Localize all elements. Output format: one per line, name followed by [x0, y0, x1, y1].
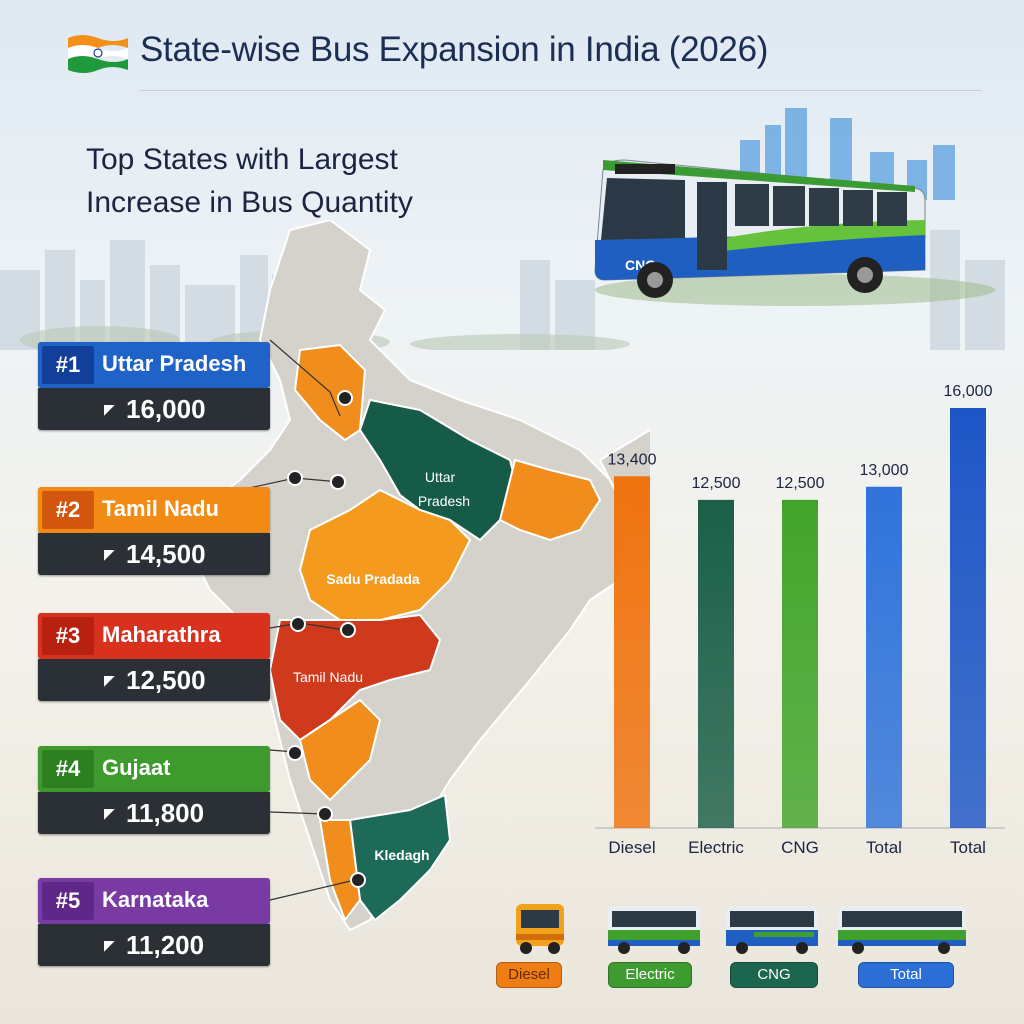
chart-legend: Diesel Electric CNG Total: [490, 890, 990, 1000]
map-label-sadu-pradada: Sadu Pradada: [326, 571, 420, 587]
arrow-icon: ◤: [104, 805, 115, 821]
subtitle-line-1: Top States with Largest: [86, 143, 398, 176]
bus-type-bar-chart: 13,400 Diesel 12,500 Electric 12,500 CNG 13,00…: [595, 383, 1005, 857]
title-divider: [140, 90, 982, 91]
state-card-header: #4 Gujaat: [38, 746, 270, 792]
legend-item-total: Total: [858, 962, 954, 988]
bar-0: [614, 476, 650, 828]
diesel-bus-icon: [516, 904, 564, 954]
state-value-bar: ◤ 11,200: [38, 924, 270, 966]
arrow-icon: ◤: [104, 546, 115, 562]
map-marker: [337, 390, 353, 406]
page-title: State-wise Bus Expansion in India (2026): [140, 30, 769, 69]
subtitle: Top States with Largest Increase in Bus …: [86, 138, 516, 224]
map-label-uttar-pradesh-line2: Pradesh: [418, 493, 470, 509]
map-connectors: [239, 339, 356, 901]
legend-item-electric: Electric: [608, 962, 692, 988]
state-value: 16,000: [126, 394, 206, 424]
state-rank-badge: #1: [42, 346, 94, 384]
map-region-kledagh: [348, 793, 452, 922]
category-label-1: Electric: [688, 838, 744, 857]
map-marker: [290, 616, 306, 632]
bar-4: [950, 408, 986, 828]
hero-bus-illustration: CNG: [594, 108, 995, 306]
state-rank-badge: #3: [42, 617, 94, 655]
state-card-header: #1 Uttar Pradesh: [38, 342, 270, 388]
map-region-sadu-pradada: [298, 488, 472, 621]
cng-bus-icon: [726, 906, 818, 954]
map-marker: [317, 806, 333, 822]
state-card-4: #4 Gujaat ◤ 11,800: [38, 746, 270, 836]
map-region-uttar-pradesh: [358, 398, 517, 542]
bar-2: [782, 499, 818, 828]
map-marker: [330, 474, 346, 490]
state-value-bar: ◤ 16,000: [38, 388, 270, 430]
state-name: Uttar Pradesh: [102, 351, 247, 376]
state-card-2: #2 Tamil Nadu ◤ 14,500: [38, 487, 270, 577]
state-value: 11,200: [126, 930, 205, 960]
state-name: Tamil Nadu: [102, 496, 219, 521]
state-rank-badge: #4: [42, 750, 94, 788]
category-label-2: CNG: [781, 838, 819, 857]
state-card-header: #3 Maharathra: [38, 613, 270, 659]
category-label-0: Diesel: [608, 838, 655, 857]
state-value: 11,800: [126, 798, 205, 828]
map-region-red: [268, 613, 442, 742]
state-rank-badge: #2: [42, 491, 94, 529]
map-marker: [350, 872, 366, 888]
legend-item-cng: CNG: [730, 962, 818, 988]
map-label-uttar-pradesh-line1: Uttar: [425, 469, 456, 485]
state-card-header: #2 Tamil Nadu: [38, 487, 270, 533]
state-card-5: #5 Karnataka ◤ 11,200: [38, 878, 270, 968]
state-value: 12,500: [126, 665, 206, 695]
map-label-tamil-nadu: Tamil Nadu: [293, 669, 363, 685]
bar-value-label-3: 13,000: [860, 462, 909, 479]
map-marker: [340, 622, 356, 638]
bar-value-label-2: 12,500: [776, 475, 825, 492]
subtitle-line-2: Increase in Bus Quantity: [86, 186, 413, 219]
state-name: Gujaat: [102, 755, 171, 780]
state-card-3: #3 Maharathra ◤ 12,500: [38, 613, 270, 703]
bar-value-label-0: 13,400: [608, 451, 657, 468]
map-label-kledagh: Kledagh: [374, 847, 429, 863]
bar-value-label-4: 16,000: [944, 383, 993, 400]
bar-3: [866, 486, 902, 828]
arrow-icon: ◤: [104, 937, 115, 953]
india-flag-icon: [68, 35, 128, 73]
state-value-bar: ◤ 11,800: [38, 792, 270, 834]
arrow-icon: ◤: [104, 672, 115, 688]
state-value-bar: ◤ 14,500: [38, 533, 270, 575]
map-marker: [287, 470, 303, 486]
state-name: Maharathra: [102, 622, 221, 647]
total-bus-icon: [838, 906, 966, 954]
map-marker: [287, 745, 303, 761]
arrow-icon: ◤: [104, 401, 115, 417]
state-card-1: #1 Uttar Pradesh ◤ 16,000: [38, 342, 270, 432]
electric-bus-icon: [608, 906, 700, 954]
state-rank-badge: #5: [42, 882, 94, 920]
category-label-3: Total: [866, 838, 902, 857]
bar-1: [698, 499, 734, 828]
bar-value-label-1: 12,500: [692, 475, 741, 492]
category-label-4: Total: [950, 838, 986, 857]
state-value: 14,500: [126, 539, 206, 569]
state-card-header: #5 Karnataka: [38, 878, 270, 924]
state-value-bar: ◤ 12,500: [38, 659, 270, 701]
legend-item-diesel: Diesel: [496, 962, 562, 988]
state-name: Karnataka: [102, 887, 209, 912]
